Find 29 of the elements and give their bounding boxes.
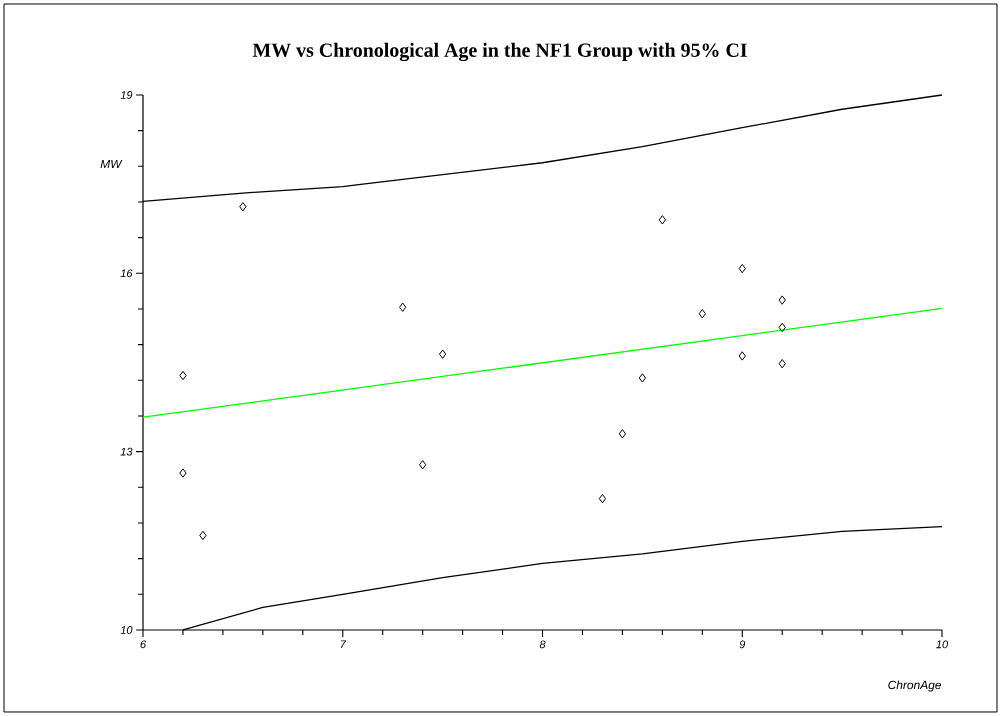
point xyxy=(698,309,706,319)
point xyxy=(179,468,187,478)
x-tick-label: 8 xyxy=(539,640,546,649)
x-tick-label: 6 xyxy=(140,640,147,649)
x-tick-label: 7 xyxy=(340,640,347,649)
y-tick-label: 16 xyxy=(120,269,133,278)
point xyxy=(399,302,407,312)
point xyxy=(239,202,247,212)
x-tick-label: 9 xyxy=(739,640,746,649)
y-tick-label: 19 xyxy=(120,91,133,99)
y-tick-label: 13 xyxy=(120,447,133,456)
point xyxy=(778,322,786,333)
point xyxy=(179,370,187,381)
x-tick-label: 10 xyxy=(936,640,949,649)
point xyxy=(598,493,607,504)
point xyxy=(618,429,627,439)
point xyxy=(638,373,647,383)
y-axis-title: MW xyxy=(100,159,123,169)
point xyxy=(658,215,666,225)
y-tick-label: 10 xyxy=(120,626,133,634)
point xyxy=(738,263,746,274)
point xyxy=(778,358,786,369)
point xyxy=(199,530,207,541)
x-axis-title: ChronAge xyxy=(888,680,942,692)
point xyxy=(778,295,786,305)
point xyxy=(439,349,447,359)
point xyxy=(738,351,746,361)
chart-title: MW vs Chronological Age in the NF1 Group with 95% CI xyxy=(252,42,747,62)
point xyxy=(419,460,427,470)
